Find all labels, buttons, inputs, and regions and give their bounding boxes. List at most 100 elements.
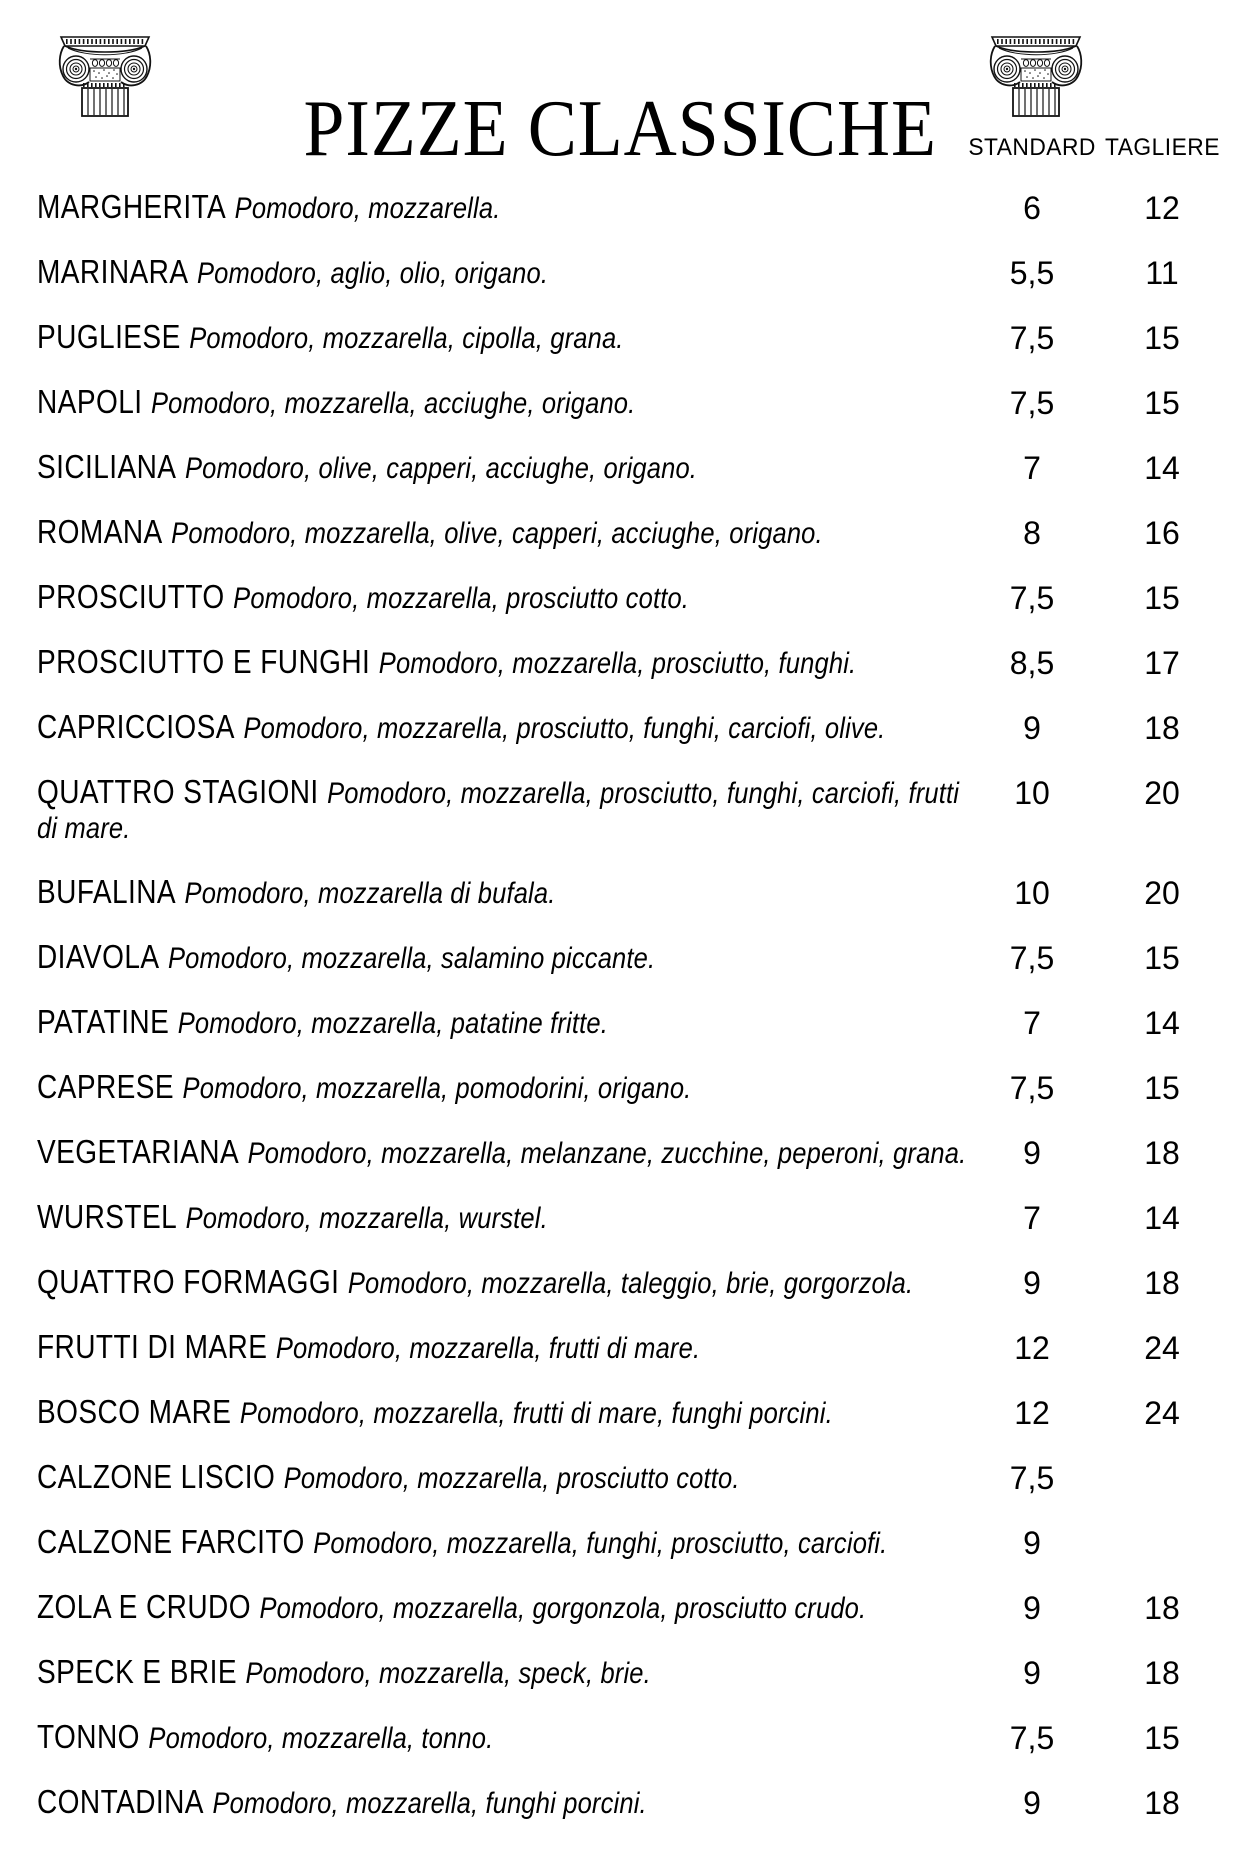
item-description: Pomodoro, mozzarella, prosciutto, funghi… xyxy=(378,647,857,680)
item-price-tagliere: 15 xyxy=(1144,385,1180,421)
item-description: Pomodoro, mozzarella, prosciutto cotto. xyxy=(283,1462,740,1495)
menu-item-text: CALZONE LISCIO Pomodoro, mozzarella, pros… xyxy=(37,1460,977,1499)
item-price-tagliere: 12 xyxy=(1144,190,1180,226)
item-price-standard: 10 xyxy=(1014,875,1050,911)
item-description: Pomodoro, mozzarella di bufala. xyxy=(184,877,556,910)
item-name: BUFALINA xyxy=(37,873,177,910)
item-description: Pomodoro, mozzarella, prosciutto cotto. xyxy=(233,582,690,615)
menu-item-text: CAPRESE Pomodoro, mozzarella, pomodorini,… xyxy=(37,1070,977,1109)
item-description: Pomodoro, mozzarella, tonno. xyxy=(148,1722,494,1755)
item-name: PATATINE xyxy=(37,1003,170,1040)
menu-item-row: NAPOLI Pomodoro, mozzarella, acciughe, or… xyxy=(37,385,1222,424)
menu-item-row: FRUTTI DI MARE Pomodoro, mozzarella, frut… xyxy=(37,1330,1222,1369)
menu-item-text: PUGLIESE Pomodoro, mozzarella, cipolla, g… xyxy=(37,320,977,359)
ionic-column-capital-icon xyxy=(986,32,1086,120)
menu-item-row: QUATTRO FORMAGGI Pomodoro, mozzarella, ta… xyxy=(37,1265,1222,1304)
item-description: Pomodoro, mozzarella, gorgonzola, prosci… xyxy=(259,1592,867,1625)
item-price-standard: 5,5 xyxy=(1009,255,1055,291)
menu-item-text: ROMANA Pomodoro, mozzarella, olive, cappe… xyxy=(37,515,977,554)
item-name: TONNO xyxy=(37,1718,140,1755)
item-price-tagliere: 15 xyxy=(1144,1070,1180,1106)
item-name: PROSCIUTTO E FUNGHI xyxy=(37,643,371,680)
item-description: Pomodoro, mozzarella, prosciutto, funghi… xyxy=(37,777,960,845)
item-price-tagliere: 24 xyxy=(1144,1395,1180,1431)
item-price-standard: 9 xyxy=(1023,710,1041,746)
item-price-tagliere: 18 xyxy=(1144,1655,1180,1691)
column-header-tagliere: TAGLIERE xyxy=(1104,134,1220,161)
page-title: PIZZE CLASSICHE xyxy=(120,88,1120,170)
item-price-tagliere: 14 xyxy=(1144,1005,1180,1041)
item-price-tagliere: 20 xyxy=(1144,875,1180,911)
menu-item-text: CONTADINA Pomodoro, mozzarella, funghi po… xyxy=(37,1785,977,1824)
item-price-standard: 12 xyxy=(1014,1330,1050,1366)
menu-item-row: WURSTEL Pomodoro, mozzarella, wurstel. 7 … xyxy=(37,1200,1222,1239)
item-name: VEGETARIANA xyxy=(37,1133,240,1170)
item-description: Pomodoro, mozzarella, prosciutto, funghi… xyxy=(243,712,886,745)
item-price-standard: 9 xyxy=(1023,1785,1041,1821)
menu-item-row: DIAVOLA Pomodoro, mozzarella, salamino pi… xyxy=(37,940,1222,979)
item-price-tagliere: 18 xyxy=(1144,1785,1180,1821)
item-price-standard: 7,5 xyxy=(1009,320,1055,356)
item-name: DIAVOLA xyxy=(37,938,160,975)
item-description: Pomodoro, mozzarella, frutti di mare, fu… xyxy=(239,1397,833,1430)
item-description: Pomodoro, mozzarella. xyxy=(234,192,501,225)
item-price-standard: 8,5 xyxy=(1009,645,1055,681)
item-price-standard: 7 xyxy=(1023,1200,1041,1236)
menu-item-row: CAPRICCIOSA Pomodoro, mozzarella, prosciu… xyxy=(37,710,1222,749)
item-name: SICILIANA xyxy=(37,448,177,485)
item-description: Pomodoro, mozzarella, funghi, prosciutto… xyxy=(313,1527,888,1560)
menu-item-text: NAPOLI Pomodoro, mozzarella, acciughe, or… xyxy=(37,385,977,424)
item-name: QUATTRO STAGIONI xyxy=(37,773,319,810)
menu-item-row: ZOLA E CRUDO Pomodoro, mozzarella, gorgon… xyxy=(37,1590,1222,1629)
item-price-standard: 9 xyxy=(1023,1590,1041,1626)
item-price-tagliere: 16 xyxy=(1144,515,1180,551)
item-price-standard: 7 xyxy=(1023,450,1041,486)
menu-item-row: MARGHERITA Pomodoro, mozzarella. 6 12 xyxy=(37,190,1222,229)
item-price-tagliere: 15 xyxy=(1144,1720,1180,1756)
menu-item-text: PROSCIUTTO Pomodoro, mozzarella, prosciut… xyxy=(37,580,977,619)
menu-item-row: PATATINE Pomodoro, mozzarella, patatine f… xyxy=(37,1005,1222,1044)
item-price-standard: 10 xyxy=(1014,775,1050,811)
item-price-standard: 9 xyxy=(1023,1135,1041,1171)
item-price-tagliere: 18 xyxy=(1144,1590,1180,1626)
item-price-tagliere: 18 xyxy=(1144,1265,1180,1301)
menu-item-text: PATATINE Pomodoro, mozzarella, patatine f… xyxy=(37,1005,977,1044)
item-price-standard: 12 xyxy=(1014,1395,1050,1431)
menu-item-text: PROSCIUTTO E FUNGHI Pomodoro, mozzarella,… xyxy=(37,645,977,684)
item-price-standard: 7,5 xyxy=(1009,1460,1055,1496)
menu-item-text: QUATTRO FORMAGGI Pomodoro, mozzarella, ta… xyxy=(37,1265,977,1304)
item-price-standard: 7,5 xyxy=(1009,940,1055,976)
item-description: Pomodoro, mozzarella, funghi porcini. xyxy=(212,1787,647,1820)
page-title-text: PIZZE CLASSICHE xyxy=(303,84,937,173)
item-name: PUGLIESE xyxy=(37,318,181,355)
menu-item-row: QUATTRO STAGIONI Pomodoro, mozzarella, pr… xyxy=(37,775,1222,849)
item-price-standard: 7,5 xyxy=(1009,385,1055,421)
menu-item-text: VEGETARIANA Pomodoro, mozzarella, melanza… xyxy=(37,1135,977,1174)
menu-item-row: CONTADINA Pomodoro, mozzarella, funghi po… xyxy=(37,1785,1222,1824)
menu-item-row: PROSCIUTTO Pomodoro, mozzarella, prosciut… xyxy=(37,580,1222,619)
item-description: Pomodoro, aglio, olio, origano. xyxy=(196,257,549,290)
item-description: Pomodoro, mozzarella, salamino piccante. xyxy=(167,942,656,975)
menu-item-text: DIAVOLA Pomodoro, mozzarella, salamino pi… xyxy=(37,940,977,979)
menu-item-text: BUFALINA Pomodoro, mozzarella di bufala. xyxy=(37,875,977,914)
item-name: CONTADINA xyxy=(37,1783,204,1820)
item-description: Pomodoro, mozzarella, patatine fritte. xyxy=(177,1007,608,1040)
item-price-tagliere: 18 xyxy=(1144,1135,1180,1171)
menu-item-row: PUGLIESE Pomodoro, mozzarella, cipolla, g… xyxy=(37,320,1222,359)
item-price-standard: 7,5 xyxy=(1009,580,1055,616)
item-price-tagliere: 15 xyxy=(1144,580,1180,616)
item-price-tagliere: 14 xyxy=(1144,450,1180,486)
item-name: CAPRESE xyxy=(37,1068,175,1105)
menu-item-row: SICILIANA Pomodoro, olive, capperi, acciu… xyxy=(37,450,1222,489)
item-description: Pomodoro, mozzarella, olive, capperi, ac… xyxy=(171,517,823,550)
item-price-standard: 9 xyxy=(1023,1265,1041,1301)
item-price-standard: 8 xyxy=(1023,515,1041,551)
item-description: Pomodoro, mozzarella, wurstel. xyxy=(185,1202,548,1235)
item-name: ROMANA xyxy=(37,513,163,550)
item-name: NAPOLI xyxy=(37,383,143,420)
item-price-tagliere: 20 xyxy=(1144,775,1180,811)
item-description: Pomodoro, mozzarella, taleggio, brie, go… xyxy=(347,1267,914,1300)
item-name: PROSCIUTTO xyxy=(37,578,225,615)
item-description: Pomodoro, mozzarella, acciughe, origano. xyxy=(150,387,636,420)
item-price-standard: 9 xyxy=(1023,1655,1041,1691)
